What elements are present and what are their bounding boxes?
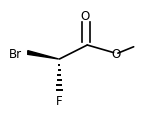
- Text: F: F: [56, 95, 62, 108]
- Polygon shape: [28, 51, 59, 59]
- Text: O: O: [111, 48, 120, 61]
- Text: O: O: [81, 10, 90, 23]
- Text: Br: Br: [9, 48, 22, 61]
